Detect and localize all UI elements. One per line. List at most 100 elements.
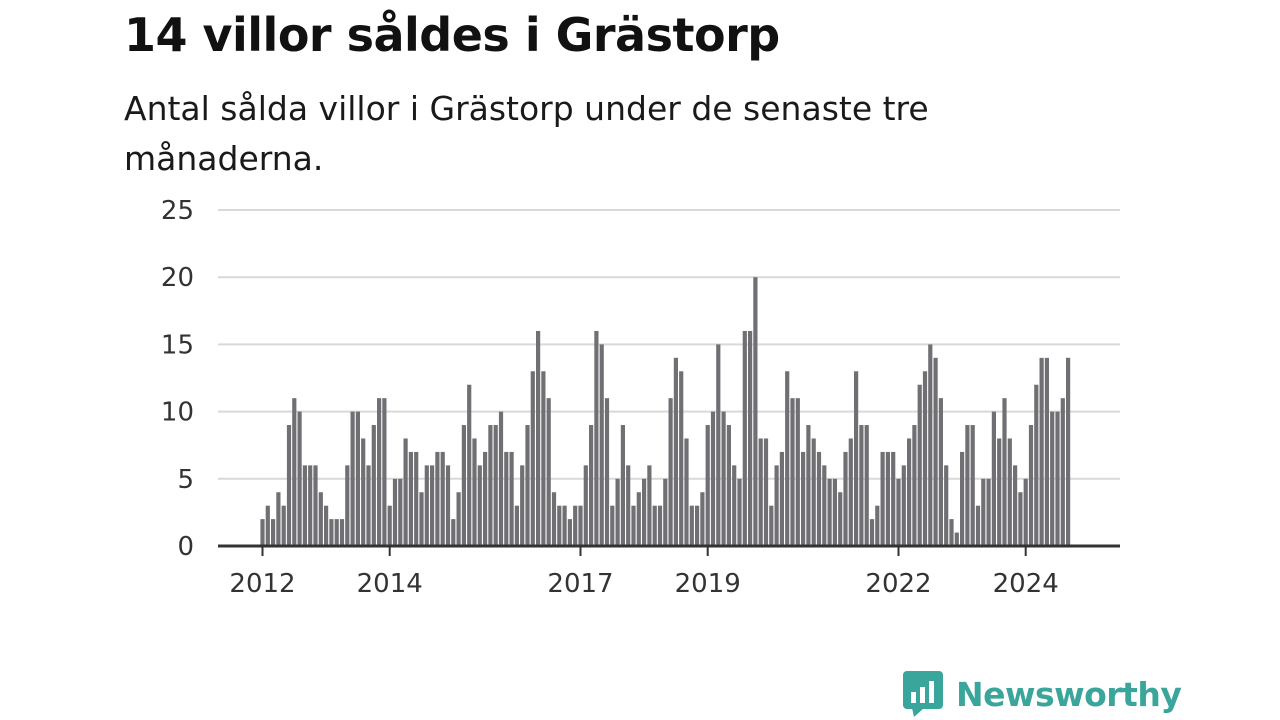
bar [838,492,843,546]
bar [748,330,753,546]
bar [647,465,652,546]
bar [265,505,270,546]
bar [875,505,880,546]
bar [329,519,334,546]
bar [355,411,360,546]
bar [610,505,615,546]
bar [758,438,763,546]
bar [1007,438,1012,546]
bar [467,384,472,546]
bar [371,425,376,546]
bar [483,451,488,546]
bar [912,425,917,546]
bar [679,371,684,546]
bar [276,492,281,546]
bar-chart: 0 5 10 15 20 25 2012 2014 2017 2019 2022 2024 14 [161,0,1120,599]
bar [324,505,329,546]
x-tick-label: 2019 [675,569,741,599]
bar [578,505,583,546]
bar [933,357,938,546]
bar [779,451,784,546]
bar [520,465,525,546]
bar [514,505,519,546]
bar [615,478,620,546]
bar [991,411,996,546]
bar [700,492,705,546]
bar [938,398,943,546]
bar [345,465,350,546]
bar [488,425,493,546]
bar [557,505,562,546]
newsworthy-logo: Newsworthy [902,670,1182,718]
bar [1023,478,1028,546]
bar [965,425,970,546]
bar [403,438,408,546]
bar [339,519,345,546]
bar [848,438,853,546]
y-tick-label: 25 [161,196,194,226]
bar [451,519,456,546]
bar [880,451,885,546]
bar [981,478,986,546]
bar [753,277,758,546]
bar [567,519,572,546]
bar [917,384,922,546]
bar [790,398,795,546]
bar [763,438,769,546]
bar [308,465,313,546]
bar [260,519,265,546]
y-tick-label: 5 [177,465,194,495]
x-tick-label: 2012 [229,569,295,599]
bar [673,357,678,546]
bar [1002,398,1007,546]
brand-name: Newsworthy [956,674,1182,714]
newsworthy-icon [903,671,943,717]
bar [334,519,339,546]
bar [854,371,859,546]
bar [986,478,991,546]
bar [822,465,827,546]
bar [705,425,710,546]
bar [620,425,625,546]
bar [398,478,403,546]
bar [843,451,848,546]
bar [944,465,949,546]
bar [695,505,700,546]
bar [366,465,371,546]
bar [1055,411,1060,546]
bar [997,438,1002,546]
bar [414,451,419,546]
chart-subtitle: Antal sålda villor i Grästorp under de s… [124,89,929,178]
bar [896,478,901,546]
bar [636,492,641,546]
bar [493,425,498,546]
bar [885,451,890,546]
bar [642,478,647,546]
bar [721,411,726,546]
bar [419,492,424,546]
bar [361,438,366,546]
bar [689,505,694,546]
bar [546,398,551,546]
bar [504,451,509,546]
bar [573,505,578,546]
bar [498,411,504,546]
bar [960,451,965,546]
latest-value-label: 14 [1064,0,1098,7]
bar [864,425,869,546]
bar [1018,492,1023,546]
bar [297,411,302,546]
bar [541,371,546,546]
bar [350,411,355,546]
bar [970,425,975,546]
bar [901,465,906,546]
bar [424,465,429,546]
bar [536,330,541,546]
bar [292,398,297,546]
bar [801,451,806,546]
bar [509,451,514,546]
bar [832,478,837,546]
bar [1039,357,1044,546]
bar [392,478,398,546]
bar [302,465,307,546]
